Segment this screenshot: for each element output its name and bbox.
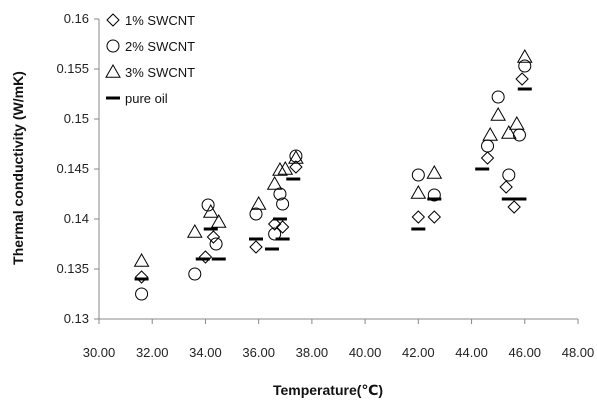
circle-point (188, 267, 202, 281)
circle-point (273, 187, 287, 201)
triangle-point (490, 106, 507, 121)
y-tick-label: 0.155 (56, 61, 89, 76)
circle-point (268, 227, 282, 241)
diamond-point (480, 151, 495, 165)
circle-point (201, 198, 215, 212)
series-2-swcnt (135, 59, 532, 301)
dash-point (272, 217, 287, 221)
circle-point (512, 128, 526, 142)
diamond-point (275, 220, 290, 234)
legend-label: 2% SWCNT (125, 39, 195, 54)
diamond-point (499, 180, 513, 194)
legend: 1% SWCNT 2% SWCNT 3% SWCNT pure oil (105, 13, 195, 106)
circle-point (427, 188, 441, 202)
triangle-point (210, 213, 227, 228)
diamond-point (289, 160, 303, 174)
circle-point (518, 59, 532, 73)
legend-diamond-marker (106, 13, 120, 27)
triangle-point (272, 161, 288, 176)
dash-point (264, 247, 279, 251)
dash-point (501, 197, 516, 201)
series-3-swcnt (133, 48, 533, 267)
circle-point (502, 168, 516, 182)
x-tick-label: 40.00 (349, 345, 382, 360)
triangle-point (482, 126, 499, 141)
triangle-point (202, 203, 219, 218)
dash-point (427, 197, 442, 201)
diamond-point (507, 200, 521, 214)
dash-point (195, 257, 210, 261)
diamond-point (411, 210, 426, 224)
triangle-point (186, 223, 203, 238)
x-tick-label: 38.00 (296, 345, 329, 360)
dash-point (203, 227, 218, 231)
diamond-point (206, 230, 221, 244)
legend-item-2-swcnt: 2% SWCNT (106, 39, 195, 54)
data-points (133, 48, 533, 301)
circle-point (491, 90, 505, 104)
legend-circle-marker (106, 39, 120, 53)
triangle-point (516, 48, 533, 63)
triangle-point (500, 124, 517, 139)
series-1-swcnt (134, 72, 529, 284)
dash-point (249, 237, 264, 241)
dash-point (211, 257, 226, 261)
triangle-point (426, 164, 443, 179)
circle-point (276, 197, 290, 211)
dash-point (512, 197, 527, 201)
diamond-point (134, 270, 149, 284)
diamond-point (249, 240, 263, 254)
dash-point (286, 177, 301, 181)
x-tick-label: 42.00 (402, 345, 435, 360)
legend-item-3-swcnt: 3% SWCNT (105, 63, 195, 80)
triangle-point (288, 149, 304, 164)
y-tick-label: 0.14 (64, 211, 89, 226)
y-tick-label: 0.15 (64, 111, 89, 126)
circle-point (481, 139, 495, 153)
y-tick-label: 0.13 (64, 311, 89, 326)
x-tick-label: 34.00 (189, 345, 222, 360)
circle-point (411, 168, 425, 182)
dash-point (275, 237, 290, 241)
dash-point (411, 227, 426, 231)
diamond-point (427, 210, 442, 224)
series-pure-oil (134, 87, 532, 281)
circle-point (209, 237, 223, 251)
x-tick-label: 46.00 (509, 345, 542, 360)
y-tick-label: 0.16 (64, 11, 89, 26)
x-tick-label: 32.00 (136, 345, 169, 360)
y-tick-label: 0.135 (56, 261, 89, 276)
triangle-point (133, 252, 150, 267)
y-axis-title: Thermal conductivity (W/mK) (10, 71, 26, 265)
y-tick-label: 0.145 (56, 161, 89, 176)
legend-label: 1% SWCNT (125, 13, 195, 28)
legend-item-1-swcnt: 1% SWCNT (106, 13, 195, 28)
legend-item-pure-oil: pure oil (106, 91, 168, 106)
triangle-point (508, 115, 525, 130)
dash-point (134, 277, 149, 281)
dash-point (475, 167, 490, 171)
diamond-point (198, 250, 213, 264)
x-tick-label: 48.00 (562, 345, 595, 360)
axes: 0.13 0.135 0.14 0.145 0.15 0.155 0.16 30.00 32.0… (56, 11, 594, 360)
x-axis-title: Temperature(℃) (273, 382, 383, 398)
x-tick-label: 44.00 (455, 345, 488, 360)
triangle-point (410, 184, 427, 199)
circle-point (249, 207, 263, 221)
legend-label: pure oil (125, 91, 168, 106)
triangle-point (277, 160, 294, 175)
circle-point (135, 287, 149, 301)
dash-point (517, 87, 532, 91)
legend-triangle-marker (105, 63, 121, 78)
diamond-point (267, 217, 282, 231)
x-tick-label: 36.00 (242, 345, 275, 360)
legend-dash-marker (106, 96, 120, 100)
x-tick-label: 30.00 (83, 345, 116, 360)
legend-label: 3% SWCNT (125, 65, 195, 80)
triangle-point (250, 195, 267, 210)
triangle-point (266, 175, 283, 190)
diamond-point (515, 72, 529, 86)
